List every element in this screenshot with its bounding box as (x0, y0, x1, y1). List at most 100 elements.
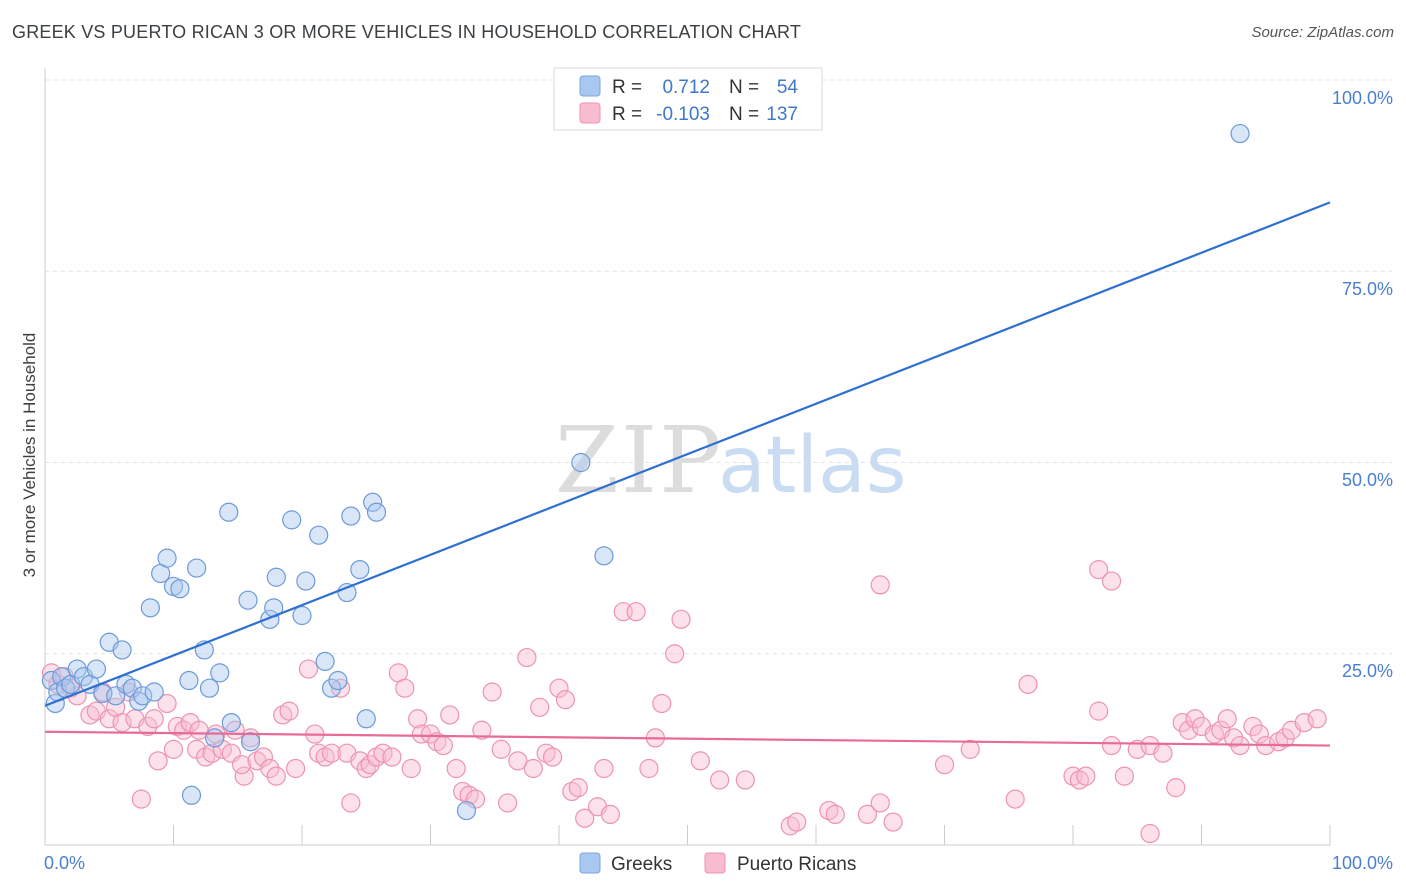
puerto-rican-point (1101, 735, 1122, 756)
puerto-rican-point (1185, 709, 1205, 729)
puerto-rican-point (260, 758, 280, 779)
legend-n-label-1: N = (729, 77, 759, 98)
greek-point (337, 582, 357, 603)
puerto-rican-point (600, 804, 621, 825)
puerto-rican-point (232, 755, 252, 775)
puerto-rican-point (163, 739, 184, 759)
puerto-rican-point (174, 720, 194, 740)
puerto-rican-point (298, 659, 319, 679)
greek-point (133, 686, 153, 706)
puerto-rican-point (1018, 674, 1038, 694)
puerto-rican-point (665, 644, 685, 664)
puerto-rican-point (825, 804, 845, 825)
puerto-rican-point (1243, 716, 1263, 737)
puerto-rican-point (41, 663, 62, 683)
puerto-rican-point (870, 575, 890, 595)
greek-point (205, 728, 225, 748)
greek-point (129, 691, 149, 711)
puerto-rican-point (1153, 743, 1173, 763)
puerto-rican-point (1114, 766, 1135, 786)
puerto-rican-point (960, 739, 980, 759)
legend-r-value-1: 0.712 (662, 77, 710, 98)
puerto-rican-point (710, 770, 730, 790)
puerto-rican-point (508, 751, 528, 771)
greek-point (140, 598, 160, 618)
puerto-rican-point (1172, 712, 1192, 733)
puerto-rican-point (883, 812, 903, 832)
greek-point (309, 525, 329, 545)
greek-point (112, 640, 132, 660)
greek-point (219, 502, 239, 522)
puerto-rican-point (1089, 701, 1109, 721)
greek-point (282, 510, 302, 530)
puerto-rican-point (1275, 728, 1295, 748)
greek-point (341, 506, 361, 526)
puerto-rican-point (253, 747, 274, 767)
y-tick-75: 75.0% (1342, 279, 1393, 299)
greek-point (1230, 123, 1250, 144)
puerto-rican-point (1224, 728, 1244, 748)
puerto-rican-point (360, 755, 380, 775)
greek-point (266, 567, 286, 587)
puerto-rican-point (285, 758, 306, 779)
puerto-rican-point (1217, 709, 1237, 729)
greek-point (350, 559, 370, 580)
greek-point (594, 546, 614, 566)
puerto-rican-point (1127, 739, 1147, 759)
puerto-rican-point (131, 789, 151, 809)
greek-point (187, 558, 207, 578)
puerto-rican-point (870, 793, 890, 813)
puerto-rican-point (857, 804, 878, 825)
puerto-rican-point (144, 709, 164, 729)
puerto-rican-point (341, 793, 361, 813)
puerto-rican-point (234, 766, 254, 786)
puerto-rican-point (735, 770, 755, 790)
bottom-legend-greeks: Greeks (611, 854, 672, 875)
puerto-rican-point (433, 735, 453, 756)
axes (44, 68, 1331, 846)
greek-point (571, 452, 591, 473)
puerto-rican-point (1307, 709, 1327, 729)
puerto-rican-trend-line (44, 730, 1331, 747)
source-label: Source: ZipAtlas.com (1251, 24, 1394, 41)
puerto-rican-point (472, 720, 492, 740)
puerto-rican-point (626, 602, 646, 622)
puerto-rican-point (401, 758, 421, 779)
bottom-legend-swatch-greeks (579, 852, 601, 874)
puerto-rican-point (690, 751, 710, 771)
puerto-rican-point (491, 739, 511, 759)
trend-lines (44, 201, 1331, 747)
chart-title: GREEK VS PUERTO RICAN 3 OR MORE VEHICLES… (12, 22, 802, 42)
puerto-rican-point (1140, 823, 1160, 844)
puerto-rican-point (1249, 724, 1269, 744)
puerto-rican-point (542, 747, 563, 767)
puerto-rican-point (1089, 559, 1109, 580)
legend-r-value-2: -0.103 (656, 104, 710, 125)
puerto-rican-point (446, 758, 466, 779)
greek-point (292, 605, 312, 626)
greek-point (67, 659, 87, 679)
greek-point (157, 548, 177, 568)
puerto-rican-point (395, 678, 415, 698)
puerto-rican-point (1294, 712, 1314, 733)
puerto-rican-point (138, 716, 158, 737)
puerto-rican-point (498, 793, 518, 813)
greek-point (86, 659, 107, 679)
puerto-rican-point (408, 709, 428, 729)
puerto-rican-point (1101, 571, 1122, 591)
puerto-rican-point (652, 693, 672, 714)
puerto-rican-point (279, 701, 299, 721)
bottom-legend: Greeks Puerto Ricans (579, 852, 856, 875)
greek-point (210, 663, 230, 683)
puerto-rican-point (99, 709, 119, 729)
y-tick-25: 25.0% (1342, 661, 1393, 681)
x-tick-100: 100.0% (1332, 853, 1393, 873)
puerto-rican-point (266, 766, 286, 786)
legend-swatch-puerto-ricans (579, 102, 601, 124)
puerto-rican-point (148, 751, 168, 771)
puerto-rican-point (517, 647, 537, 668)
x-tick-0: 0.0% (44, 853, 85, 873)
greek-point (356, 709, 376, 729)
greek-point (199, 678, 220, 698)
